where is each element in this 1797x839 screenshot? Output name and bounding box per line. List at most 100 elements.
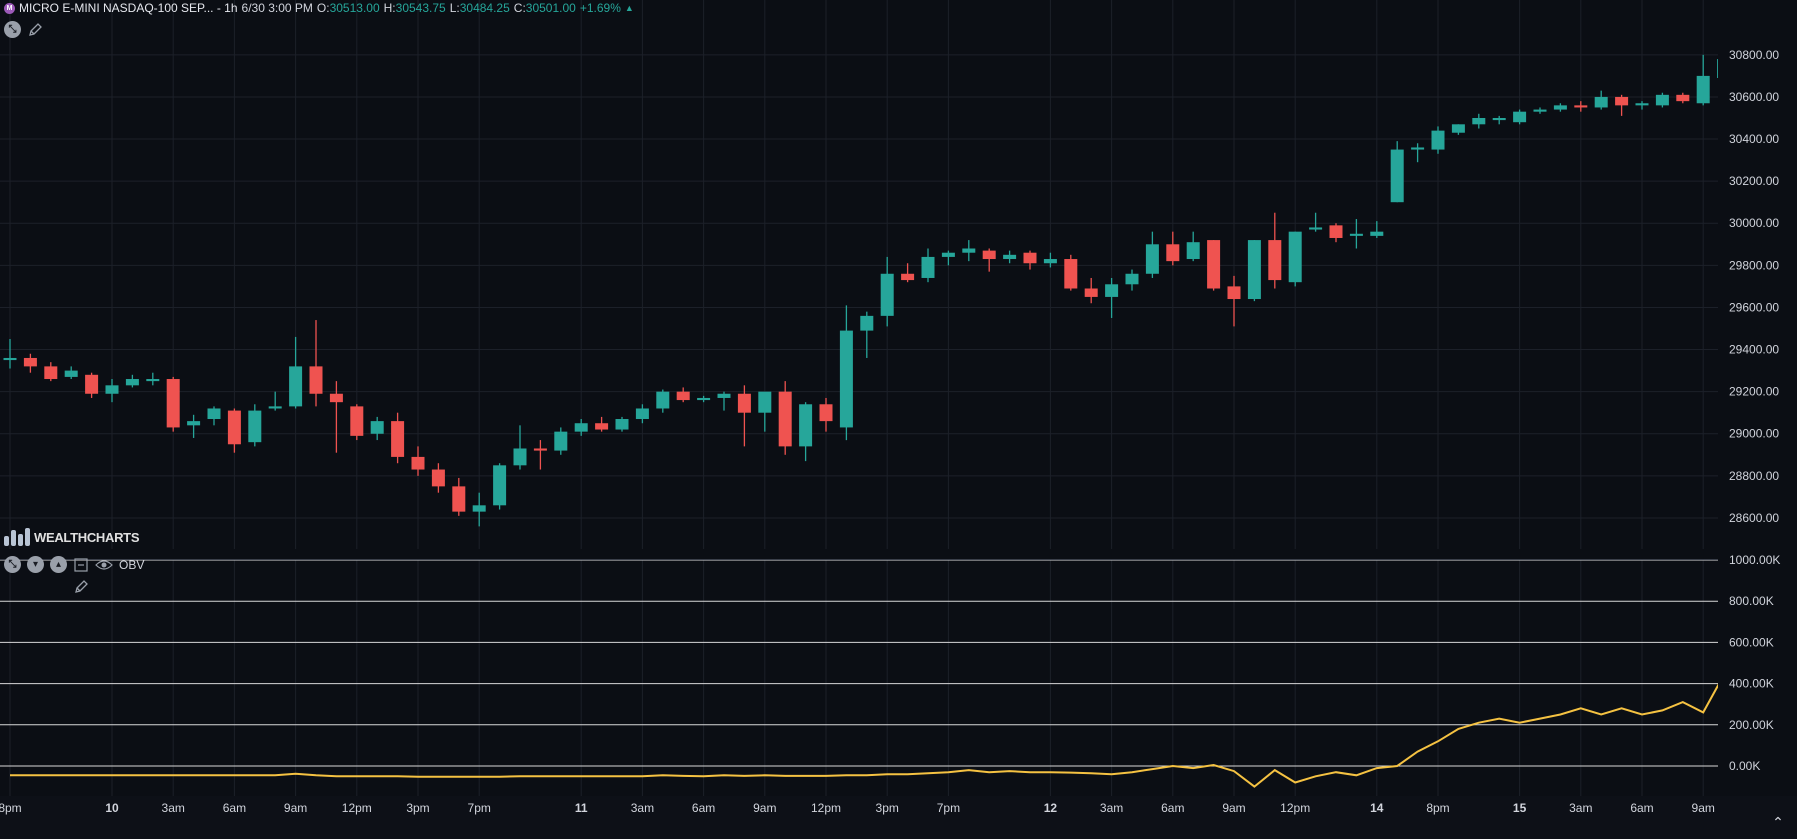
time-tick-label: 7pm bbox=[937, 801, 960, 815]
minimize-icon[interactable] bbox=[73, 557, 89, 573]
symbol-title[interactable]: MICRO E-MINI NASDAQ-100 SEP... - 1h bbox=[19, 1, 238, 15]
symbol-badge[interactable]: M bbox=[4, 2, 15, 14]
price-tick-label: 30000.00 bbox=[1729, 216, 1779, 230]
candle-body bbox=[737, 393, 751, 413]
price-tick-label: 29000.00 bbox=[1729, 427, 1779, 441]
candle bbox=[1207, 240, 1221, 291]
candle-body bbox=[533, 448, 547, 451]
candle-body bbox=[1594, 96, 1608, 108]
candle-body bbox=[1207, 240, 1221, 289]
candle bbox=[656, 389, 670, 413]
candle bbox=[472, 492, 486, 527]
candle-body bbox=[370, 421, 384, 434]
time-tick-label: 12pm bbox=[811, 801, 841, 815]
candle bbox=[329, 381, 343, 453]
chevron-down-icon[interactable]: ▾ bbox=[27, 556, 44, 573]
candle bbox=[533, 440, 547, 470]
candle-body bbox=[860, 315, 874, 331]
candle bbox=[370, 416, 384, 441]
price-tick-label: 30400.00 bbox=[1729, 132, 1779, 146]
candle bbox=[1513, 109, 1527, 125]
candle bbox=[1594, 90, 1608, 110]
candle-body bbox=[493, 465, 507, 506]
pencil-icon[interactable] bbox=[27, 22, 43, 38]
candle bbox=[615, 416, 629, 432]
obv-tick-label: 0.00K bbox=[1729, 759, 1760, 773]
candle-body bbox=[1227, 286, 1241, 300]
candle bbox=[1635, 101, 1649, 110]
candle bbox=[1268, 212, 1282, 289]
candle bbox=[23, 353, 37, 373]
candle bbox=[1553, 103, 1567, 112]
price-candles bbox=[3, 38, 1751, 527]
candle bbox=[1411, 143, 1425, 163]
time-tick-label: 3pm bbox=[876, 801, 899, 815]
candle-body bbox=[799, 404, 813, 447]
candle bbox=[1247, 240, 1261, 302]
price-tick-label: 29200.00 bbox=[1729, 385, 1779, 399]
candle-body bbox=[1309, 227, 1323, 230]
candle-body bbox=[187, 421, 201, 426]
candle-body bbox=[574, 423, 588, 432]
candle bbox=[1003, 250, 1017, 264]
time-tick-label: 12pm bbox=[342, 801, 372, 815]
candle-body bbox=[44, 366, 58, 380]
time-tick-label: 7pm bbox=[468, 801, 491, 815]
candle-body bbox=[595, 423, 609, 430]
candle bbox=[1349, 219, 1363, 249]
candle bbox=[880, 256, 894, 327]
candle-body bbox=[166, 379, 180, 428]
expand-icon[interactable]: ⌃ bbox=[1772, 814, 1784, 830]
candle bbox=[350, 404, 364, 441]
price-tick-label: 29400.00 bbox=[1729, 343, 1779, 357]
candle-body bbox=[901, 273, 915, 281]
close-label: C: bbox=[513, 1, 526, 15]
candle-body bbox=[1696, 75, 1710, 104]
candle bbox=[574, 419, 588, 436]
time-tick-label: 8pm bbox=[1426, 801, 1449, 815]
price-axis: 30800.00 30600.00 30400.00 30200.00 30000.00… bbox=[1718, 0, 1797, 560]
time-tick-label: 6am bbox=[1630, 801, 1653, 815]
candle bbox=[44, 362, 58, 382]
candle-body bbox=[1390, 149, 1404, 203]
collapse-pane-button[interactable]: ⤡ bbox=[4, 556, 21, 573]
close-value: 30501.00 bbox=[525, 1, 576, 15]
candle bbox=[187, 414, 201, 438]
candle-body bbox=[472, 505, 486, 512]
change-arrow-icon: ▲ bbox=[624, 3, 634, 13]
collapse-pane-button[interactable]: ⤡ bbox=[4, 21, 21, 38]
candle-body bbox=[1411, 147, 1425, 150]
candle-body bbox=[880, 273, 894, 316]
change-percent: +1.69% bbox=[579, 1, 621, 15]
candle bbox=[105, 379, 119, 403]
candle bbox=[1166, 231, 1180, 266]
indicator-label[interactable]: OBV bbox=[119, 557, 145, 572]
candle bbox=[1023, 250, 1037, 270]
candle-body bbox=[289, 366, 303, 407]
price-tick-label: 28800.00 bbox=[1729, 469, 1779, 483]
candle bbox=[982, 248, 996, 272]
candle-body bbox=[268, 406, 282, 409]
candle bbox=[227, 408, 241, 453]
candle-body bbox=[125, 379, 139, 386]
candle bbox=[1105, 277, 1119, 318]
candle-body bbox=[248, 410, 262, 443]
obv-pencil-row bbox=[73, 579, 89, 595]
candle bbox=[452, 477, 466, 516]
candle-body bbox=[1064, 259, 1078, 289]
eye-icon[interactable] bbox=[95, 557, 113, 573]
obv-line bbox=[10, 558, 1786, 788]
candle bbox=[595, 416, 609, 432]
candle-body bbox=[1492, 117, 1506, 121]
price-tick-label: 30600.00 bbox=[1729, 90, 1779, 104]
price-tick-label: 30200.00 bbox=[1729, 174, 1779, 188]
candle-body bbox=[391, 421, 405, 457]
pencil-icon[interactable] bbox=[73, 579, 89, 595]
obv-tick-label: 600.00K bbox=[1729, 635, 1774, 649]
candle-body bbox=[1125, 273, 1139, 285]
obv-pane-tools: ⤡ ▾ ▴ OBV bbox=[4, 556, 144, 573]
time-tick-label: 3am bbox=[1100, 801, 1123, 815]
chevron-up-icon[interactable]: ▴ bbox=[50, 556, 67, 573]
time-tick-label: 3am bbox=[1569, 801, 1592, 815]
